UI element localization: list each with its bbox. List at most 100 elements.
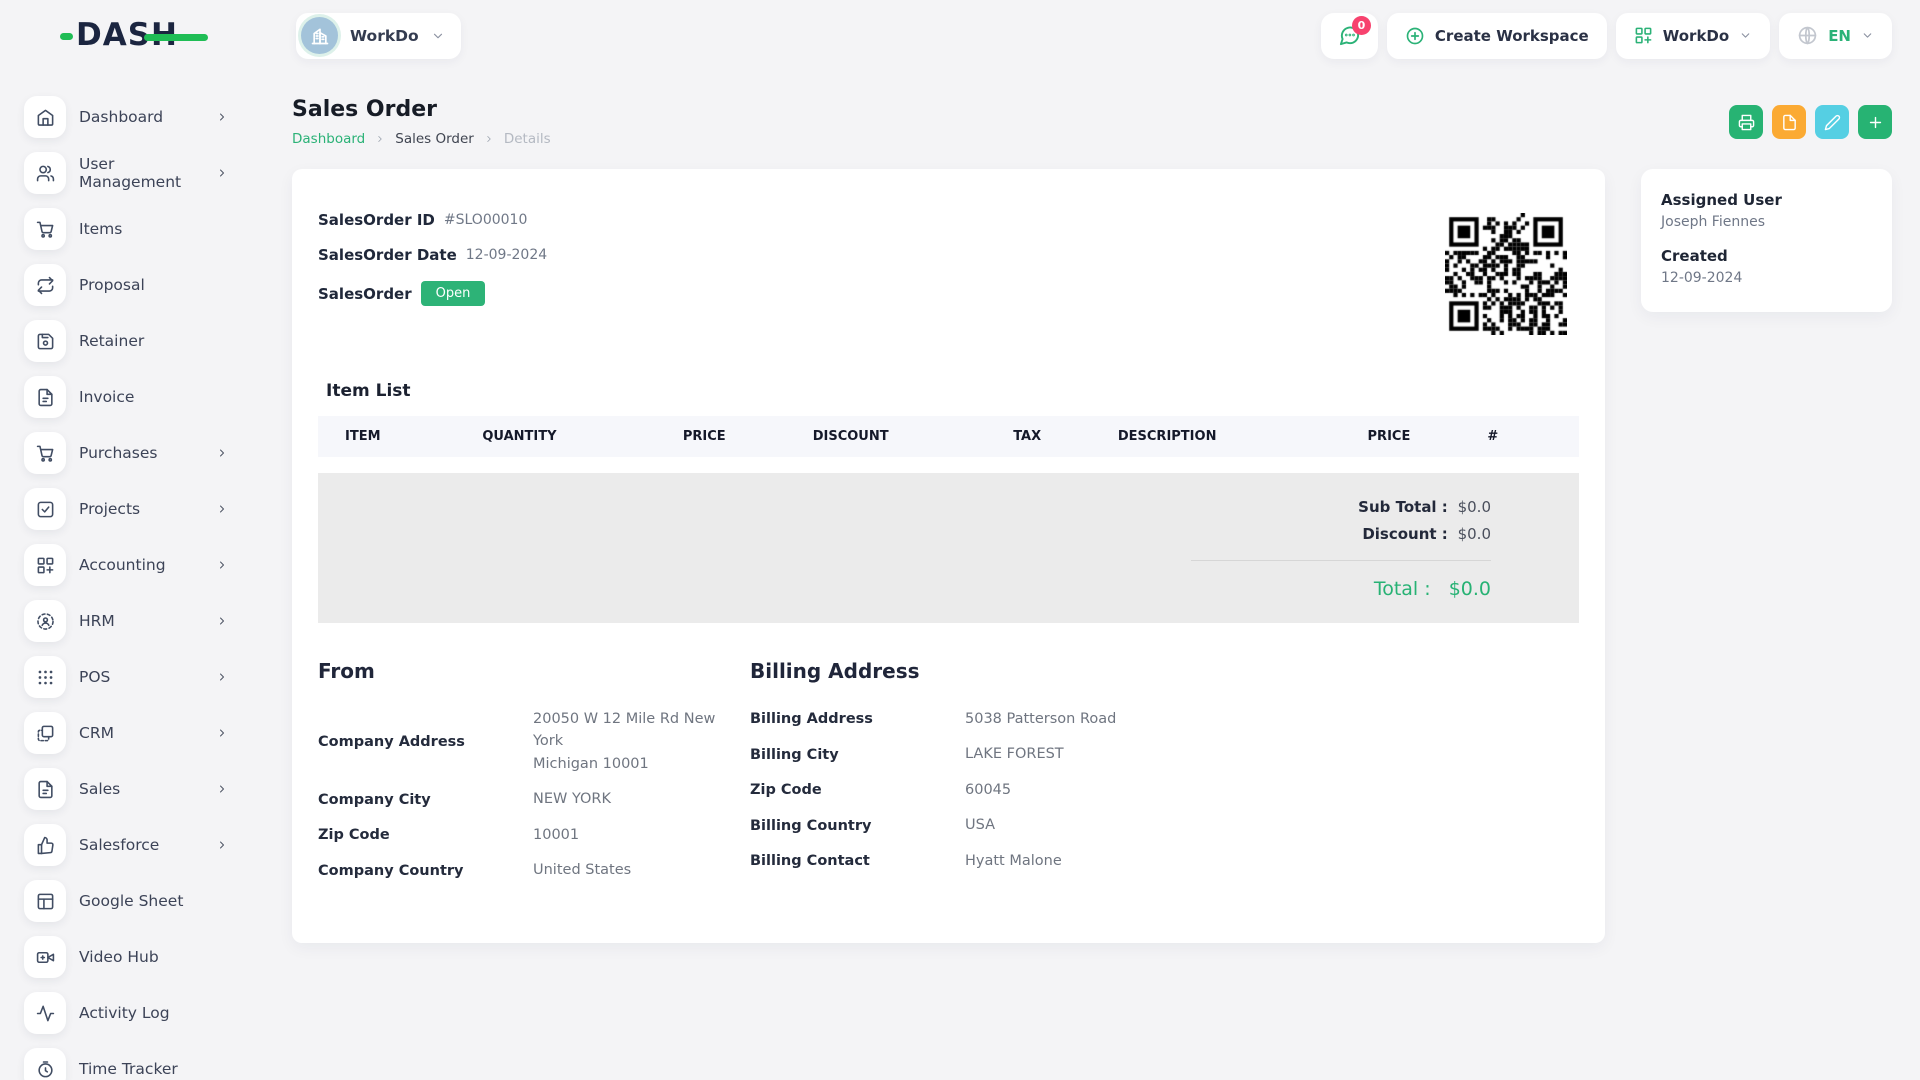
sidebar-item-label: Activity Log bbox=[79, 1004, 170, 1022]
discount-row: Discount : $0.0 bbox=[1362, 525, 1491, 543]
sidebar-item-items[interactable]: Items bbox=[0, 201, 260, 257]
edit-icon bbox=[1824, 114, 1840, 130]
page-header: Sales Order Dashboard Sales Order Detail… bbox=[292, 97, 1892, 147]
globe-icon bbox=[1798, 26, 1817, 45]
sidebar-item-purchases[interactable]: Purchases bbox=[0, 425, 260, 481]
sidebar-item-label: Dashboard bbox=[79, 108, 164, 126]
column-header-discount: DISCOUNT bbox=[804, 416, 1006, 457]
billing-address-label: Billing Address bbox=[750, 711, 873, 728]
sidebar-item-proposal[interactable]: Proposal bbox=[0, 257, 260, 313]
sidebar-item-label: Video Hub bbox=[79, 948, 159, 966]
billing-title: Billing Address bbox=[750, 659, 920, 683]
breadcrumb-sales-order[interactable]: Sales Order bbox=[395, 131, 474, 147]
messages-badge: 0 bbox=[1351, 15, 1371, 35]
sidebar-item-label: User Management bbox=[79, 155, 182, 191]
discount-value: $0.0 bbox=[1457, 525, 1491, 543]
layers-icon bbox=[24, 712, 66, 754]
company-country-row: Company Country United States bbox=[318, 859, 750, 881]
cart-icon bbox=[24, 208, 66, 250]
chevron-right-icon bbox=[216, 783, 228, 795]
home-icon bbox=[24, 96, 66, 138]
sub-total-label: Sub Total : bbox=[1358, 498, 1448, 516]
language-label: EN bbox=[1828, 26, 1851, 45]
chevron-right-icon bbox=[375, 134, 385, 144]
sub-total-value: $0.0 bbox=[1457, 498, 1491, 516]
create-workspace-button[interactable]: Create Workspace bbox=[1386, 12, 1607, 59]
breadcrumb-dashboard[interactable]: Dashboard bbox=[292, 131, 366, 147]
plus-circle-icon bbox=[1406, 27, 1424, 44]
add-button[interactable] bbox=[1858, 105, 1892, 139]
sidebar-item-activity-log[interactable]: Activity Log bbox=[0, 985, 260, 1041]
check-square-icon bbox=[24, 488, 66, 530]
language-selector[interactable]: EN bbox=[1779, 12, 1892, 59]
print-button[interactable] bbox=[1729, 105, 1763, 139]
sidebar-item-retainer[interactable]: Retainer bbox=[0, 313, 260, 369]
sidebar-item-projects[interactable]: Projects bbox=[0, 481, 260, 537]
billing-country-row: Billing Country USA bbox=[750, 814, 1579, 836]
app-logo[interactable]: DASH bbox=[60, 20, 210, 51]
breadcrumb-details: Details bbox=[503, 131, 551, 147]
billing-contact-label: Billing Contact bbox=[750, 853, 870, 870]
sidebar-item-label: Invoice bbox=[79, 388, 135, 406]
order-meta-card: Assigned User Joseph Fiennes Created 12-… bbox=[1641, 169, 1892, 312]
chevron-down-icon bbox=[431, 29, 445, 43]
billing-city-value: LAKE FOREST bbox=[965, 746, 1064, 763]
billing-country-value: USA bbox=[965, 817, 996, 834]
topbar: DASH WorkDo 0 Create Workspace WorkDo EN bbox=[0, 0, 1920, 71]
repeat-icon bbox=[24, 264, 66, 306]
sidebar-item-invoice[interactable]: Invoice bbox=[0, 369, 260, 425]
order-status-label: SalesOrder bbox=[318, 284, 412, 303]
workspace-selector[interactable]: WorkDo bbox=[296, 12, 461, 59]
header-actions bbox=[1729, 105, 1892, 139]
billing-contact-value: Hyatt Malone bbox=[965, 852, 1062, 869]
messages-button[interactable]: 0 bbox=[1320, 12, 1378, 59]
chevron-right-icon bbox=[216, 167, 228, 179]
sidebar-item-label: Projects bbox=[79, 500, 141, 518]
from-section: From Company Address 20050 W 12 Mile Rd … bbox=[318, 659, 750, 895]
sidebar-item-video-hub[interactable]: Video Hub bbox=[0, 929, 260, 985]
chevron-right-icon bbox=[216, 503, 228, 515]
discount-label: Discount : bbox=[1362, 525, 1448, 543]
sidebar-item-label: Google Sheet bbox=[79, 892, 184, 910]
sidebar-item-label: HRM bbox=[79, 612, 115, 630]
sidebar-item-pos[interactable]: POS bbox=[0, 649, 260, 705]
building-icon bbox=[311, 28, 328, 44]
company-address-value: 20050 W 12 Mile Rd New York Michigan 100… bbox=[533, 711, 716, 772]
from-zip-label: Zip Code bbox=[318, 827, 390, 844]
billing-address-row: Billing Address 5038 Patterson Road bbox=[750, 708, 1579, 730]
sidebar: Dashboard User Management Items Proposal… bbox=[0, 71, 260, 1080]
company-country-value: United States bbox=[533, 862, 632, 879]
column-header-tax: TAX bbox=[1005, 416, 1110, 457]
sidebar-item-crm[interactable]: CRM bbox=[0, 705, 260, 761]
sidebar-item-user-management[interactable]: User Management bbox=[0, 145, 260, 201]
order-summary: SalesOrder ID #SLO00010 SalesOrder Date … bbox=[318, 199, 1579, 335]
qr-code bbox=[1445, 213, 1567, 335]
billing-zip-row: Zip Code 60045 bbox=[750, 779, 1579, 801]
sidebar-item-dashboard[interactable]: Dashboard bbox=[0, 89, 260, 145]
chevron-right-icon bbox=[216, 111, 228, 123]
sidebar-item-hrm[interactable]: HRM bbox=[0, 593, 260, 649]
created-label: Created bbox=[1661, 247, 1728, 265]
sidebar-item-salesforce[interactable]: Salesforce bbox=[0, 817, 260, 873]
sidebar-item-google-sheet[interactable]: Google Sheet bbox=[0, 873, 260, 929]
plus-icon bbox=[1869, 116, 1881, 128]
sidebar-item-time-tracker[interactable]: Time Tracker bbox=[0, 1041, 260, 1080]
edit-button[interactable] bbox=[1815, 105, 1849, 139]
order-date-row: SalesOrder Date 12-09-2024 bbox=[318, 246, 547, 264]
create-workspace-label: Create Workspace bbox=[1434, 26, 1589, 45]
sidebar-item-label: POS bbox=[79, 668, 111, 686]
document-button[interactable] bbox=[1772, 105, 1806, 139]
company-city-value: NEW YORK bbox=[533, 791, 612, 808]
chevron-right-icon bbox=[216, 447, 228, 459]
billing-city-label: Billing City bbox=[750, 746, 839, 763]
grid-plus-icon bbox=[1635, 27, 1652, 44]
workdo-menu-button[interactable]: WorkDo bbox=[1615, 12, 1771, 59]
billing-country-label: Billing Country bbox=[750, 817, 872, 834]
cart-icon bbox=[24, 432, 66, 474]
created-value: 12-09-2024 bbox=[1661, 270, 1743, 286]
printer-icon bbox=[1738, 114, 1754, 130]
users-icon bbox=[24, 152, 66, 194]
sidebar-item-label: Items bbox=[79, 220, 123, 238]
sidebar-item-sales[interactable]: Sales bbox=[0, 761, 260, 817]
sidebar-item-accounting[interactable]: Accounting bbox=[0, 537, 260, 593]
